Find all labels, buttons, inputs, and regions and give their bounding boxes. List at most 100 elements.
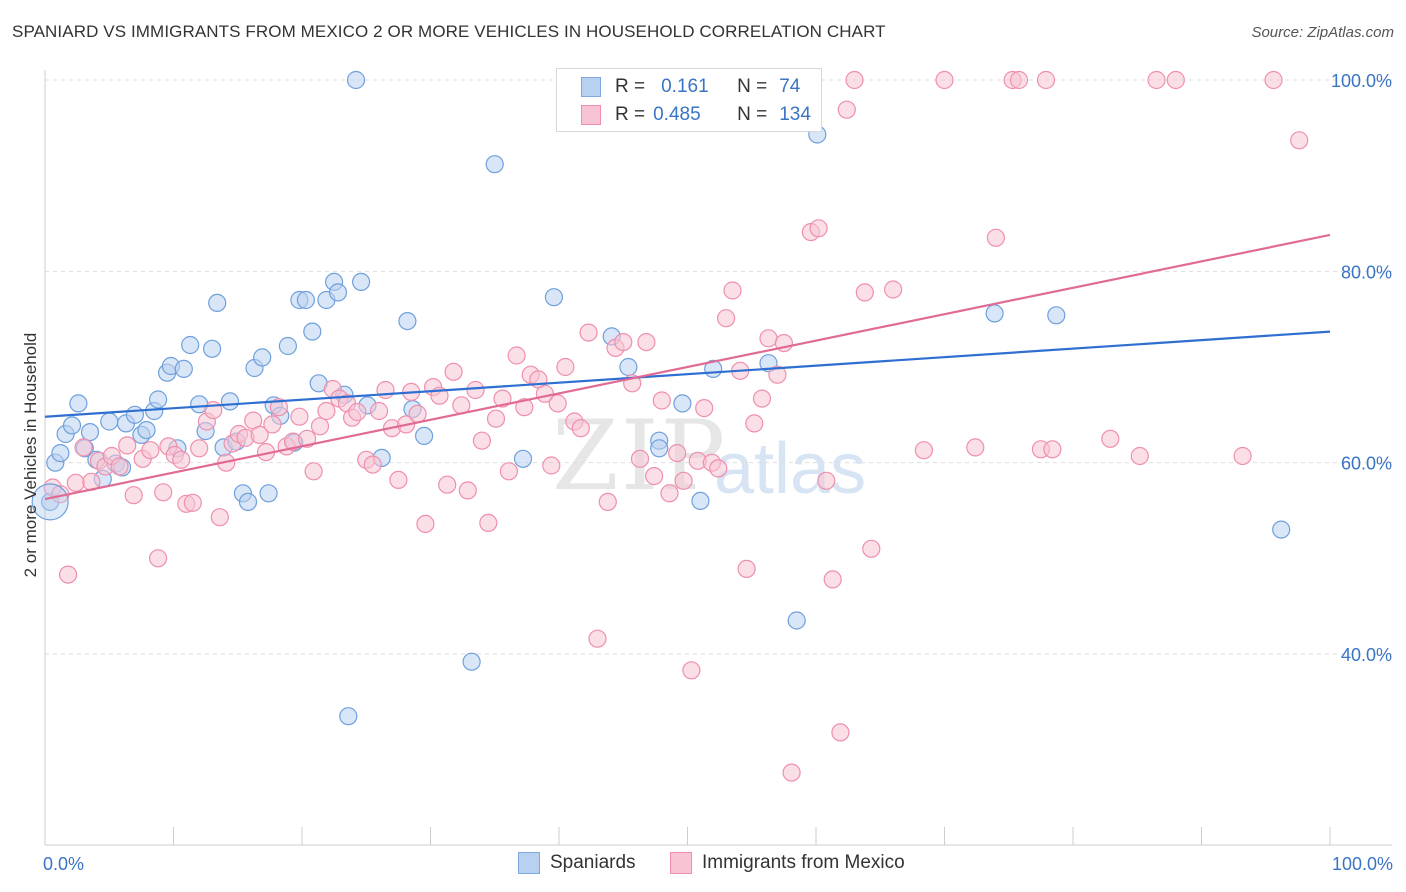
point-spaniards [149,390,168,409]
stats-legend: R = 0.161 N = 74 R = 0.485 N = 134 [556,68,822,132]
point-spaniards [650,439,669,458]
chart-title: SPANIARD VS IMMIGRANTS FROM MEXICO 2 OR … [12,22,886,41]
point-spaniards [80,423,100,442]
point-spaniards [485,155,504,174]
point-spaniards [137,421,156,440]
point-spaniards [181,335,200,355]
point-mexico [745,414,764,433]
legend-n-value: 134 [779,104,811,125]
trend-lines [44,233,1331,501]
point-mexico [823,570,842,589]
point-mexico [723,281,742,300]
axes [44,70,1392,846]
point-mexico [290,407,309,426]
point-mexico [263,415,282,434]
point-spaniards [619,357,638,377]
point-mexico [141,441,160,460]
x-tick-label: 100.0% [1332,854,1393,874]
series-label-spaniards: Spaniards [550,852,636,873]
point-mexico [458,481,477,500]
point-mexico [493,389,512,408]
series-legend-spaniards[interactable]: Spaniards [518,852,636,874]
series-label-mexico: Immigrants from Mexico [702,852,905,873]
point-mexico [644,467,664,486]
point-spaniards [462,652,481,671]
point-mexico [124,486,143,505]
point-mexico [250,425,269,444]
series-legend: Spaniards Immigrants from Mexico [0,852,1406,878]
point-mexico [614,333,633,352]
point-mexico [118,436,137,455]
point-mexico [652,391,671,410]
point-mexico [74,438,93,457]
point-spaniards [339,707,358,726]
point-mexico [269,398,288,417]
point-mexico [1147,70,1166,90]
point-mexico [1036,70,1056,90]
point-mexico [370,401,389,421]
point-mexico [630,449,650,468]
point-spaniards [398,312,417,331]
legend-swatch-mexico [581,105,601,125]
point-mexico [317,401,336,421]
point-mexico [837,100,856,119]
point-spaniards [1047,306,1066,325]
point-mexico [1290,131,1309,150]
point-mexico [408,404,427,423]
point-spaniards [253,348,272,367]
point-mexico [579,323,598,342]
point-spaniards [203,339,222,358]
point-mexico [660,484,679,503]
legend-r-value: 0.485 [653,104,701,125]
legend-row-spaniards: R = 0.161 N = 74 [557,73,800,101]
point-mexico [759,329,778,348]
point-mexico [1166,70,1185,90]
point-mexico [845,70,864,90]
point-mexico [466,380,485,400]
legend-row-mexico: R = 0.485 N = 134 [557,101,811,129]
legend-n-value: 74 [779,76,801,97]
point-spaniards [352,272,371,291]
point-spaniards [985,304,1004,323]
point-spaniards [346,70,366,90]
point-spaniards [544,288,564,307]
point-mexico [598,492,617,511]
point-mexico [674,471,693,490]
data-points [31,70,1309,782]
point-mexico [716,309,736,328]
point-mexico [376,380,395,400]
point-mexico [817,471,836,490]
source-credit: Source: ZipAtlas.com [1251,24,1394,41]
series-legend-mexico[interactable]: Immigrants from Mexico [670,852,905,874]
point-mexico [682,661,701,680]
point-mexico [348,402,367,422]
point-mexico [862,539,881,558]
point-mexico [58,565,78,584]
point-mexico [298,429,317,448]
point-mexico [809,219,828,238]
point-mexico [588,629,607,648]
point-mexico [472,431,491,450]
legend-r-value: 0.161 [661,76,709,97]
point-spaniards-large [31,483,69,521]
point-mexico [855,283,874,302]
point-spaniards [62,416,82,435]
y-tick-label: 100.0% [1331,71,1392,91]
watermark-atlas: atlas [714,429,867,509]
point-mexico [444,362,463,381]
point-spaniards [513,449,533,468]
point-spaniards [51,444,70,463]
point-spaniards [208,293,227,312]
point-mexico [154,483,173,502]
point-mexico [831,723,850,742]
point-mexico [556,357,575,377]
legend-n-label: N = [737,104,768,125]
point-spaniards [259,484,278,503]
point-mexico [66,473,85,492]
point-spaniards [691,491,710,510]
point-mexico [752,389,772,408]
series-swatch-mexico [670,852,692,874]
point-mexico [479,513,498,533]
point-mexico [310,417,330,436]
